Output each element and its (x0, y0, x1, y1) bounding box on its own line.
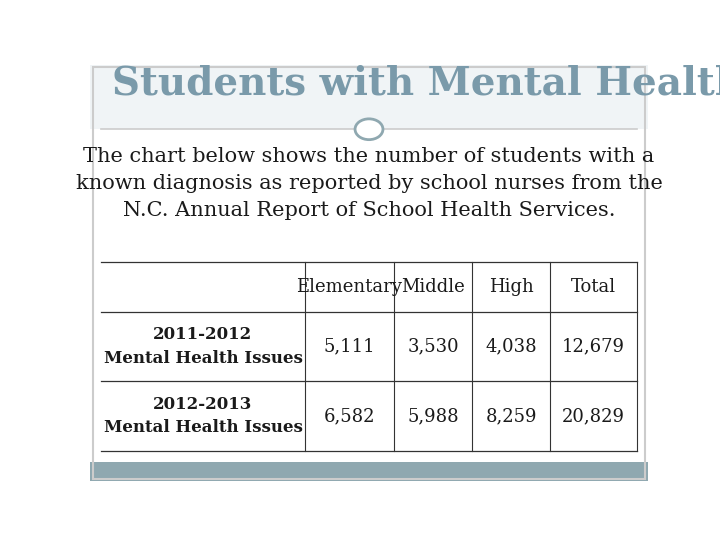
Text: 5,988: 5,988 (408, 407, 459, 425)
Text: 6,582: 6,582 (324, 407, 375, 425)
Text: 2011-2012
Mental Health Issues: 2011-2012 Mental Health Issues (104, 326, 302, 367)
Text: Total: Total (571, 278, 616, 296)
Circle shape (355, 119, 383, 140)
Text: Students with Mental Health Issues: Students with Mental Health Issues (112, 64, 720, 103)
Text: 4,038: 4,038 (485, 338, 537, 355)
Text: 20,829: 20,829 (562, 407, 625, 425)
Text: 5,111: 5,111 (324, 338, 375, 355)
Text: 8,259: 8,259 (485, 407, 537, 425)
Text: The chart below shows the number of students with a
known diagnosis as reported : The chart below shows the number of stud… (76, 146, 662, 220)
FancyBboxPatch shape (90, 462, 648, 481)
Text: 12,679: 12,679 (562, 338, 625, 355)
Text: Middle: Middle (401, 278, 465, 296)
Text: Elementary: Elementary (297, 278, 402, 296)
FancyBboxPatch shape (90, 65, 648, 129)
Text: High: High (489, 278, 534, 296)
Text: 3,530: 3,530 (408, 338, 459, 355)
Text: 2012-2013
Mental Health Issues: 2012-2013 Mental Health Issues (104, 396, 302, 436)
